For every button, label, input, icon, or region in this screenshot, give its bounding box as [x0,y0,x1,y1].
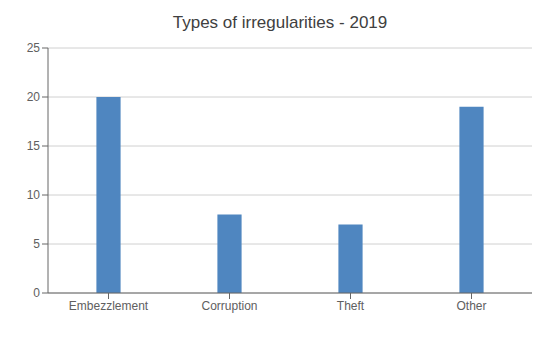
html-text:Types of irregularities - 2019: Types of irregularities - 2019 [172,13,388,32]
svg-text:15: 15 [27,139,41,153]
svg-text:5: 5 [33,237,40,251]
svg-text:20: 20 [27,90,41,104]
svg-text:0: 0 [33,286,40,300]
svg-text:Embezzlement: Embezzlement [69,299,149,313]
svg-text:Corruption: Corruption [201,299,257,313]
svg-text:10: 10 [27,188,41,202]
svg-text:25: 25 [27,41,41,55]
svg-text:Theft: Theft [337,299,365,313]
svg-text:Other: Other [456,299,486,313]
